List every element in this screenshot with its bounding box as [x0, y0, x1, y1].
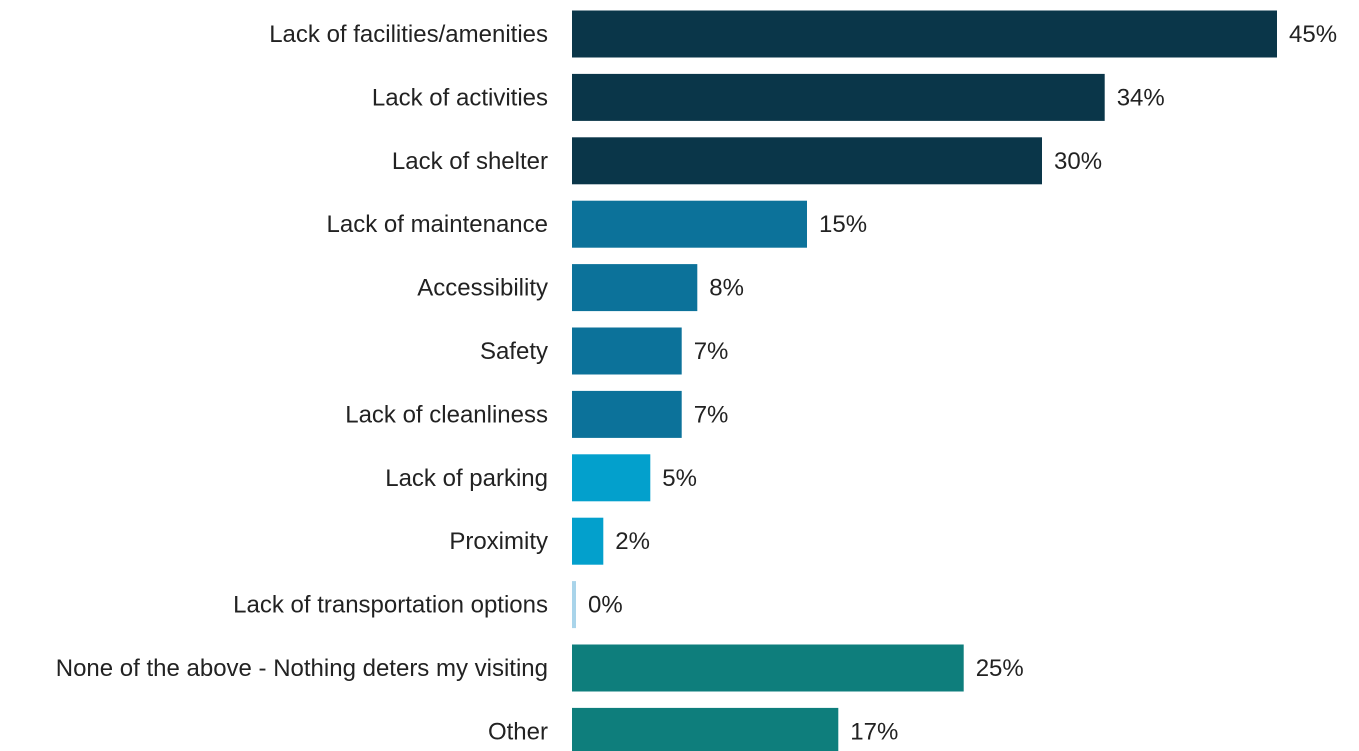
value-label-10: 25% — [976, 655, 1024, 682]
category-label-5: Safety — [480, 338, 548, 365]
value-label-4: 8% — [709, 275, 744, 302]
value-label-7: 5% — [662, 465, 697, 492]
category-label-9: Lack of transportation options — [233, 592, 548, 619]
category-label-10: None of the above - Nothing deters my vi… — [56, 655, 548, 682]
bar-4 — [572, 264, 698, 312]
value-label-2: 30% — [1054, 148, 1102, 175]
value-label-3: 15% — [819, 211, 867, 238]
category-label-4: Accessibility — [417, 275, 548, 302]
value-label-5: 7% — [694, 338, 729, 365]
value-label-8: 2% — [615, 528, 650, 555]
value-label-0: 45% — [1289, 21, 1337, 48]
value-label-11: 17% — [850, 718, 898, 745]
bar-3 — [572, 200, 807, 248]
bar-5 — [572, 327, 682, 375]
category-label-2: Lack of shelter — [392, 148, 548, 175]
value-labels-group: 45% 34% 30% 15% 8% 7% 7% 5% 2% 0% 25% 17% — [588, 21, 1337, 745]
category-label-0: Lack of facilities/amenities — [269, 21, 548, 48]
value-label-1: 34% — [1117, 84, 1165, 111]
category-label-1: Lack of activities — [372, 84, 548, 111]
category-label-3: Lack of maintenance — [327, 211, 548, 238]
category-label-7: Lack of parking — [385, 465, 548, 492]
value-label-6: 7% — [694, 401, 729, 428]
bar-7 — [572, 454, 651, 502]
bars-group — [572, 10, 1277, 751]
bar-0 — [572, 10, 1277, 58]
bar-1 — [572, 73, 1105, 121]
bar-10 — [572, 644, 964, 692]
bar-9 — [572, 581, 576, 629]
category-labels-group: Lack of facilities/amenities Lack of acti… — [56, 21, 548, 745]
bar-2 — [572, 137, 1042, 185]
category-label-6: Lack of cleanliness — [345, 401, 548, 428]
bar-8 — [572, 517, 604, 565]
category-label-11: Other — [488, 718, 548, 745]
value-label-9: 0% — [588, 592, 623, 619]
category-label-8: Proximity — [449, 528, 548, 555]
bar-6 — [572, 390, 682, 438]
bar-11 — [572, 707, 839, 751]
